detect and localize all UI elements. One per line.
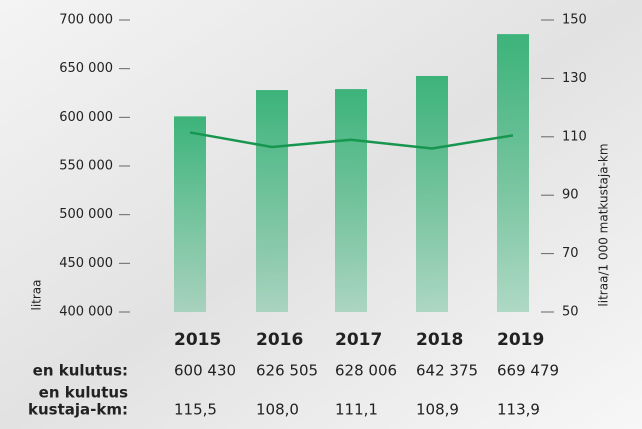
table-cell: 626 505 [256,362,318,380]
x-tick-label: 2017 [335,330,382,350]
row-label: kustaja-km: [28,401,128,419]
table-cell: 115,5 [174,401,217,419]
table-cell: 108,9 [416,401,459,419]
y-tick-label: 700 000 [59,13,113,28]
table-cell: 642 375 [416,362,478,380]
table-cell: 108,0 [256,401,299,419]
chart: litraa litraa/1 000 matkustaja-km 400 00… [0,0,642,429]
bar [497,34,529,312]
x-tick-label: 2018 [416,330,463,350]
y-tick-label: 600 000 [59,110,113,125]
y2-tick-label: 110 [562,129,587,144]
y-axis-label: litraa [30,279,44,310]
table-cell: 113,9 [497,401,540,419]
table-cell: 628 006 [335,362,397,380]
y-tick-label: 450 000 [59,256,113,271]
y-tick-label: 650 000 [59,61,113,76]
bar [174,116,206,312]
x-tick-label: 2019 [497,330,544,350]
y2-tick-label: 70 [562,246,579,261]
bar [416,76,448,312]
table-cell: 111,1 [335,401,378,419]
bar [256,90,288,312]
bar [335,89,367,312]
y-tick-label: 400 000 [59,305,113,320]
table-cell: 669 479 [497,362,559,380]
y2-tick-label: 50 [562,305,579,320]
y2-tick-label: 150 [562,13,587,28]
y2-axis-label: litraa/1 000 matkustaja-km [597,143,611,306]
x-tick-label: 2016 [256,330,303,350]
row-label: en kulutus: [33,362,128,380]
y-tick-label: 550 000 [59,159,113,174]
x-tick-label: 2015 [174,330,221,350]
y2-tick-label: 90 [562,188,579,203]
y2-tick-label: 130 [562,71,587,86]
table-cell: 600 430 [174,362,236,380]
y-tick-label: 500 000 [59,207,113,222]
row-label: en kulutus [39,384,128,402]
